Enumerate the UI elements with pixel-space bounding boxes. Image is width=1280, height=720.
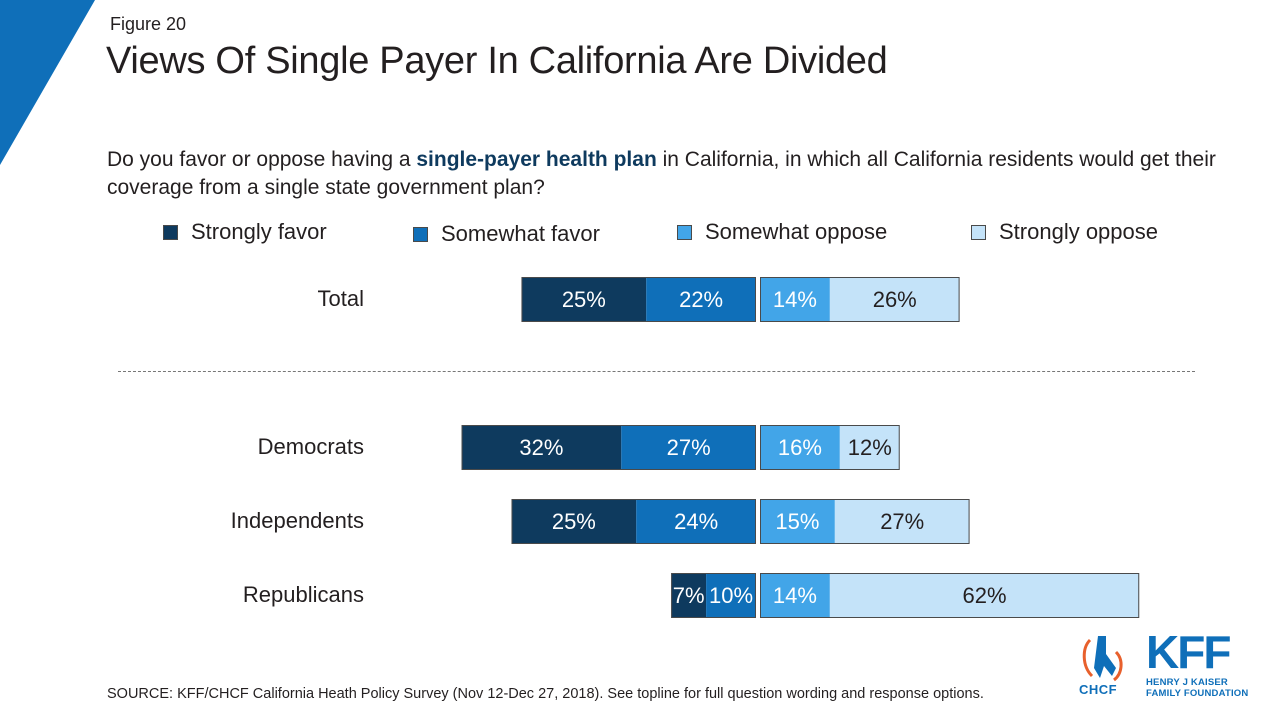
data-label-republicans-strongly-favor: 7% [673, 583, 705, 608]
legend-strongly-favor: Strongly favor [163, 219, 327, 245]
data-label-independents-strongly-oppose: 27% [880, 509, 924, 534]
kff-logo-line1: HENRY J KAISER [1146, 677, 1228, 688]
bar-outline-democrats-favor [461, 425, 756, 470]
data-label-independents-somewhat-favor: 24% [674, 509, 718, 534]
section-divider [118, 371, 1195, 372]
legend-somewhat-oppose: Somewhat oppose [677, 219, 887, 245]
row-label-total: Total [317, 286, 364, 311]
bar-total-strongly-favor [521, 277, 647, 322]
data-label-democrats-strongly-favor: 32% [519, 435, 563, 460]
source-note: SOURCE: KFF/CHCF California Heath Policy… [107, 686, 984, 702]
bar-independents-strongly-oppose [834, 499, 970, 544]
bar-republicans-somewhat-favor [706, 573, 756, 618]
row-label-independents: Independents [230, 508, 364, 533]
data-label-total-somewhat-oppose: 14% [773, 287, 817, 312]
bar-republicans-strongly-oppose [829, 573, 1140, 618]
bar-democrats-strongly-favor [461, 425, 622, 470]
legend-label: Somewhat oppose [705, 219, 888, 244]
question-text-start: Do you favor or oppose having a [107, 148, 417, 171]
legend-label: Strongly favor [191, 219, 327, 244]
bar-independents-strongly-favor [511, 499, 637, 544]
bar-independents-somewhat-favor [636, 499, 756, 544]
chcf-logo-text: CHCF [1079, 682, 1118, 697]
figure-label: Figure 20 [110, 14, 187, 34]
question-text-end: in California, in which all California r… [107, 148, 1216, 199]
legend-label: Strongly oppose [999, 219, 1158, 244]
bar-republicans-somewhat-oppose [760, 573, 830, 618]
bar-democrats-strongly-oppose [839, 425, 900, 470]
data-label-republicans-somewhat-favor: 10% [709, 583, 753, 608]
data-label-republicans-somewhat-oppose: 14% [773, 583, 817, 608]
row-label-republicans: Republicans [242, 582, 364, 607]
survey-question: Do you favor or oppose having a single-p… [107, 146, 1247, 202]
legend-swatch [677, 224, 692, 240]
corner-accent-shape [0, 0, 95, 165]
kff-logo-text: KFF [1146, 626, 1231, 678]
data-label-total-strongly-favor: 25% [562, 287, 606, 312]
data-label-independents-strongly-favor: 25% [552, 509, 596, 534]
bar-outline-republicans-favor [671, 573, 756, 618]
bar-democrats-somewhat-favor [621, 425, 756, 470]
bar-democrats-somewhat-oppose [760, 425, 840, 470]
kff-logo: KFF HENRY J KAISER FAMILY FOUNDATION [1146, 626, 1249, 699]
legend-swatch [163, 224, 178, 240]
bar-outline-independents-oppose [760, 499, 970, 544]
data-label-republicans-strongly-oppose: 62% [963, 583, 1007, 608]
kff-logo-line2: FAMILY FOUNDATION [1146, 688, 1249, 699]
chcf-logo-icon [1082, 636, 1123, 682]
data-label-total-somewhat-favor: 22% [679, 287, 723, 312]
data-label-democrats-strongly-oppose: 12% [848, 435, 892, 460]
bar-outline-total-favor [521, 277, 756, 322]
row-label-democrats: Democrats [257, 434, 364, 459]
page-title: Views Of Single Payer In California Are … [106, 40, 888, 82]
data-label-democrats-somewhat-oppose: 16% [778, 435, 822, 460]
legend-swatch [971, 224, 986, 240]
bar-total-somewhat-favor [646, 277, 756, 322]
legend-somewhat-favor: Somewhat favor [413, 221, 600, 247]
data-label-independents-somewhat-oppose: 15% [775, 509, 819, 534]
legend-swatch [413, 226, 428, 242]
bar-outline-democrats-oppose [760, 425, 900, 470]
bar-total-somewhat-oppose [760, 277, 830, 322]
question-highlight: single-payer health plan [416, 148, 657, 171]
bar-independents-somewhat-oppose [760, 499, 835, 544]
legend-label: Somewhat favor [441, 221, 600, 246]
bar-outline-total-oppose [760, 277, 960, 322]
bar-outline-republicans-oppose [760, 573, 1140, 618]
bar-outline-independents-favor [511, 499, 756, 544]
bar-republicans-strongly-favor [671, 573, 707, 618]
data-label-democrats-somewhat-favor: 27% [667, 435, 711, 460]
data-label-total-strongly-oppose: 26% [873, 287, 917, 312]
bar-total-strongly-oppose [829, 277, 960, 322]
legend-strongly-oppose: Strongly oppose [971, 219, 1158, 245]
